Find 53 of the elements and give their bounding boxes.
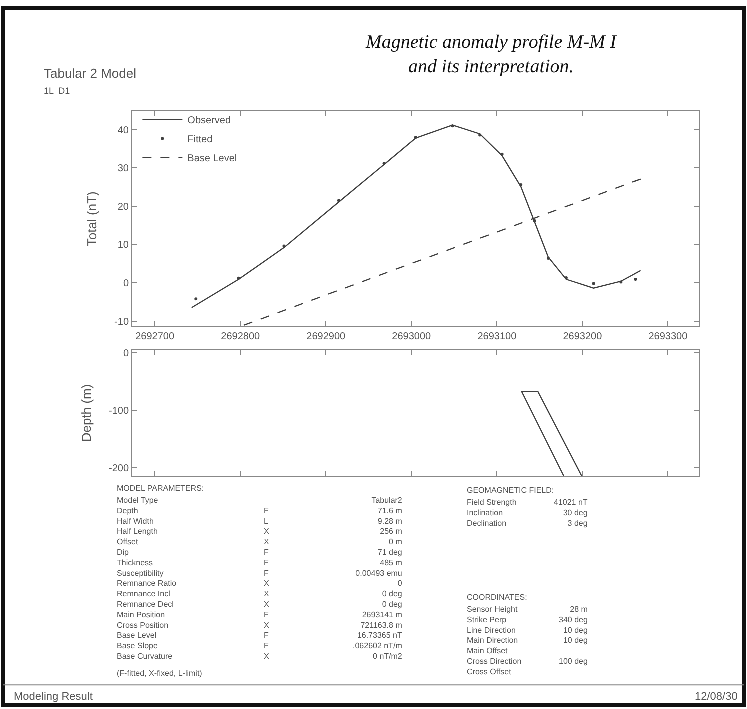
- y-tick-label: -200: [108, 463, 130, 474]
- x-tick-label: 2693100: [478, 332, 518, 343]
- point: [564, 276, 568, 280]
- text: Tabular2 71.6 m 9.28 m 256 m 0 m 71 deg 485 m 0.00493 emu 0 0 deg 0 deg 2693141 m 721163.8 m 16.73365 nT .062602 nT/m 0 nT/m2: [353, 496, 402, 661]
- text: 12/08/30: [695, 691, 738, 703]
- text: 41021 nT 30 deg 3 deg: [554, 498, 588, 528]
- x-tick-label: 2692900: [306, 332, 346, 343]
- point: [194, 298, 198, 301]
- text: COORDINATES:: [467, 593, 528, 602]
- y-axis-title: Total (nT): [84, 192, 100, 247]
- y-tick-label: 40: [118, 125, 130, 136]
- text: F L X X F F F X X X F X F F X: [264, 506, 270, 661]
- text: MODEL PARAMETERS:: [117, 484, 204, 493]
- text: Field Strength Inclination Declination: [467, 498, 517, 528]
- x-tick-label: 2693200: [563, 332, 603, 343]
- x-tick-label: 2692800: [221, 332, 261, 343]
- text: GEOMAGNETIC FIELD:: [467, 486, 554, 495]
- y-tick-label: -100: [108, 406, 130, 417]
- x-tick-label: 2692700: [136, 332, 175, 343]
- text: Modeling Result: [14, 691, 93, 703]
- text: (F-fitted, X-fixed, L-limit): [117, 669, 203, 678]
- legend-label: Base Level: [188, 154, 238, 165]
- legend-label: Observed: [188, 116, 232, 127]
- y-tick-label: 30: [118, 164, 130, 175]
- y-tick-label: -10: [114, 316, 130, 328]
- point: [634, 278, 638, 282]
- point: [451, 124, 454, 128]
- y-tick-label: 10: [118, 240, 130, 252]
- text: Model Type Depth Half Width Half Length Offset Dip Thickness Susceptibility Remnance Ratio Remnance Incl Remnance Decl Main Position Cross Position Base Level Base Slope Base Curvature: [117, 496, 177, 661]
- point: [520, 184, 523, 187]
- point: [478, 134, 482, 137]
- point: [620, 280, 623, 284]
- text: Sensor Height Strike Perp Line Direction Main Direction Main Offset Cross Direction Cross Offset: [467, 605, 522, 676]
- point: [546, 256, 550, 260]
- y-tick-label: 0: [123, 348, 130, 360]
- point: [282, 244, 286, 248]
- point: [592, 282, 596, 286]
- text: 1L D1: [44, 86, 70, 96]
- text: 28 m 340 deg 10 deg 10 deg 100 deg: [559, 605, 588, 666]
- x-tick-label: 2693000: [392, 332, 432, 343]
- point: [414, 136, 418, 140]
- chart-subtitle: Tabular 2 Model: [44, 66, 137, 81]
- y-tick-label: 20: [118, 202, 130, 213]
- point: [500, 152, 504, 156]
- point: [382, 162, 386, 166]
- legend-label: Fitted: [188, 134, 213, 146]
- y-axis-title: Depth (m): [78, 384, 94, 442]
- point: [237, 276, 240, 280]
- point: [337, 199, 340, 202]
- chart-title: Magnetic anomaly profile M-M I and its interpretation.: [365, 32, 618, 78]
- point: [533, 219, 536, 222]
- x-tick-label: 2693300: [648, 332, 688, 343]
- y-tick-label: 0: [123, 278, 130, 290]
